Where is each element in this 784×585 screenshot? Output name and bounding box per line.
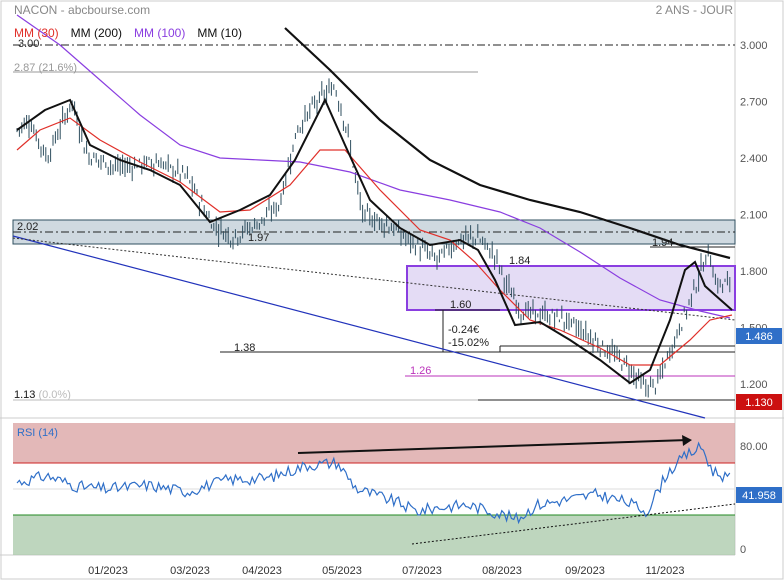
x-tick-label: 03/2023	[170, 565, 210, 577]
x-axis: 01/2023 03/2023 04/2023 05/2023 07/2023 08/20…	[88, 565, 684, 577]
label-113: 1.13	[14, 389, 35, 401]
label-197: 1.97	[248, 232, 269, 244]
x-tick-label: 04/2023	[242, 565, 282, 577]
label-287: 2.87 (21.6%)	[14, 62, 77, 74]
price-tick-label: 2.700	[740, 97, 768, 109]
label-202: 2.02	[17, 221, 38, 233]
x-tick-label: 08/2023	[482, 565, 522, 577]
x-tick-label: 01/2023	[88, 565, 128, 577]
rsi-tick-0: 0	[740, 544, 746, 556]
legend-mm30: MM (30)	[14, 26, 59, 40]
mm30-line	[16, 117, 733, 366]
rsi-title: RSI (14)	[17, 427, 58, 439]
legend-mm100: MM (100)	[134, 26, 185, 40]
x-tick-label: 11/2023	[646, 565, 685, 577]
legend-mm200: MM (200)	[71, 26, 122, 40]
x-tick-label: 05/2023	[322, 565, 362, 577]
label-138: 1.38	[234, 342, 255, 354]
period-label: 2 ANS - JOUR	[656, 3, 734, 17]
rsi-tick-80: 80.00	[740, 441, 768, 453]
label-113-fib: 1.13 (0.0%)	[14, 389, 71, 401]
legend: MM (30) MM (200) MM (100) MM (10)	[14, 26, 242, 40]
legend-mm10: MM (10)	[197, 26, 242, 40]
last-price-label: 1.486	[745, 331, 773, 343]
rsi-divergence-arrow	[297, 439, 689, 454]
mm200-line	[284, 27, 731, 260]
rsi-arrow-head	[682, 435, 692, 446]
price-tick-label: 2.100	[740, 210, 768, 222]
label-194: 1.94	[652, 237, 673, 249]
mm100-line	[16, 14, 731, 319]
label-change-pct: -15.02%	[448, 337, 489, 349]
rsi-last-label: 41.958	[742, 490, 776, 502]
label-300: 3.00	[18, 38, 39, 50]
label-184: 1.84	[509, 255, 530, 267]
price-tick-label: 3.000	[740, 40, 768, 52]
rsi-last-box	[736, 487, 782, 503]
label-160: 1.60	[450, 299, 471, 311]
price-tick-label: 1.800	[740, 266, 768, 278]
dotted-trendline	[12, 237, 736, 321]
price-tick-label: 2.400	[740, 153, 768, 165]
candlesticks	[16, 78, 731, 398]
rsi-oversold-zone	[13, 515, 735, 555]
mm10-line	[16, 97, 733, 385]
label-change-abs: -0.24€	[448, 324, 479, 336]
x-tick-label: 07/2023	[402, 565, 442, 577]
label-126: 1.26	[410, 365, 431, 377]
low-marker-label: 1.130	[745, 397, 773, 409]
rsi-line	[16, 441, 731, 525]
price-tick-label: 1.200	[740, 379, 768, 391]
blue-trendline	[12, 235, 706, 419]
chart-header: NACON - abcbourse.com	[14, 3, 150, 17]
low-marker-box	[736, 394, 782, 410]
last-price-box	[736, 328, 782, 344]
x-tick-label: 09/2023	[565, 565, 605, 577]
